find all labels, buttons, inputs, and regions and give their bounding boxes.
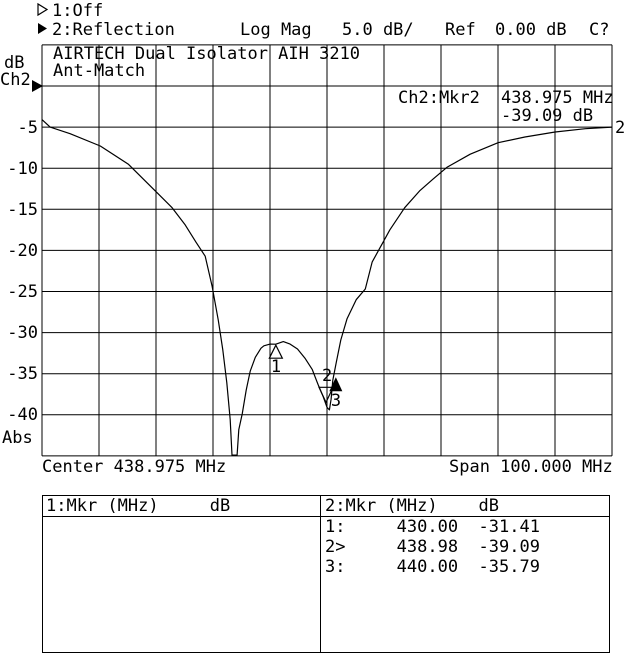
cal-status-flag: C? [589,20,610,40]
scale-per-div-label: 5.0 dB/ [342,20,414,40]
ref-level-arrow-icon [32,80,43,92]
y-tick-label: -25 [7,282,38,302]
y-tick-label: -15 [7,199,38,220]
device-title-line2: Ant-Match [53,61,146,81]
marker-1-triangle-icon [268,343,284,359]
ch1-state-label: 1:Off [52,1,104,21]
trace-ch2-reflection [41,119,613,456]
ch1-triangle-icon [37,2,49,17]
marker-1-number-label: 1 [270,357,282,378]
marker-table-row: 3: 440.00 -35.79 [325,557,540,577]
marker-table-row: 2> 438.98 -39.09 [325,537,540,557]
ref-value-label: 0.00 dB [495,20,567,40]
channel-label: Ch2 [0,70,31,90]
marker-3-number-label: 3 [330,391,342,412]
marker-readout-label: Ch2:Mkr2 [398,88,480,108]
ref-label: Ref [445,20,476,40]
span-frequency-label: Span 100.000 MHz [449,457,613,477]
y-tick-label: -35 [7,364,38,385]
marker-table-left-header: 1:Mkr (MHz) dB [46,496,231,516]
marker-table-divider [320,495,321,652]
marker-2-triangle-icon [318,386,334,404]
y-tick-label: -40 [7,405,38,426]
marker-table-right-header: 2:Mkr (MHz) dB [325,496,499,516]
graticule-grid [41,44,613,457]
marker-table-header-rule [42,516,609,517]
y-tick-label: -30 [7,323,38,344]
marker-readout-freq: 438.975 MHz [501,88,614,108]
marker-table [42,495,610,653]
y-tick-label: -20 [7,240,38,261]
device-title-line1: AIRTECH Dual Isolator AIH 3210 [53,44,361,64]
trace-number-label: 2 [615,118,626,138]
ch2-triangle-icon [38,23,47,34]
ch2-state-label: 2:Reflection [52,20,175,40]
abs-label: Abs [2,428,33,448]
marker-readout-level: -39.09 dB [501,106,594,126]
y-tick-label: -10 [7,158,38,179]
y-axis-unit-label: dB [4,53,25,73]
marker-2-number-label: 2 [322,366,333,387]
format-label: Log Mag [240,20,312,40]
y-tick-label: -5 [17,117,38,138]
marker-table-row: 1: 430.00 -31.41 [325,517,540,537]
center-frequency-label: Center 438.975 MHz [42,457,227,477]
marker-3-triangle-icon [329,377,343,392]
